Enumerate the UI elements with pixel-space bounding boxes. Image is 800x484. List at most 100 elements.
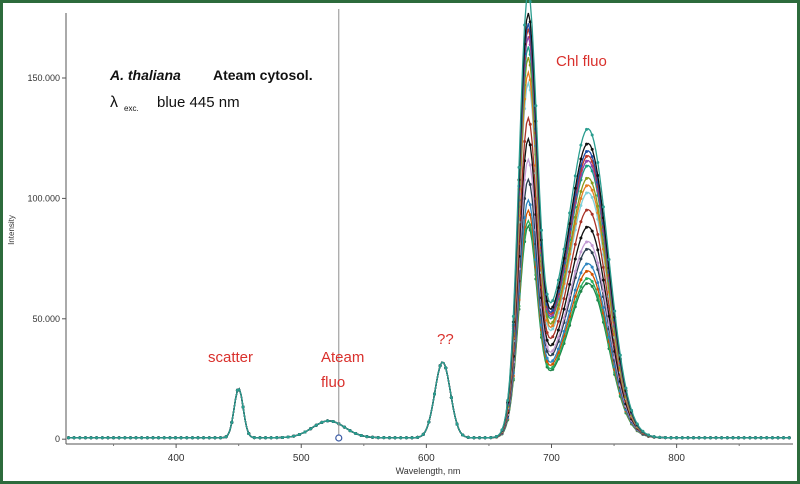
series-point — [545, 331, 549, 335]
series-point — [528, 203, 532, 207]
series-point — [528, 20, 532, 24]
series-point — [568, 282, 572, 286]
series-point — [551, 335, 555, 339]
series-point — [652, 435, 656, 439]
series-point — [545, 349, 549, 353]
series-point — [573, 257, 577, 261]
series-point — [151, 436, 155, 440]
series-point — [697, 436, 701, 440]
series-point — [190, 436, 194, 440]
annotation-lambda: λ — [110, 94, 118, 111]
wavelength-cursor-handle[interactable] — [335, 434, 343, 442]
series-point — [551, 362, 555, 366]
series-point — [658, 435, 662, 439]
series-point — [539, 228, 543, 232]
series-point — [585, 240, 589, 244]
series-point — [224, 435, 228, 439]
series-point — [528, 143, 532, 147]
annotation-ateam-line2: fluo — [321, 374, 345, 391]
series-point — [590, 280, 594, 284]
series-point — [523, 139, 527, 143]
series-point — [725, 436, 729, 440]
annotation-sample: Ateam cytosol. — [213, 67, 313, 83]
series-point — [551, 352, 555, 356]
series-point — [100, 436, 104, 440]
series-point — [748, 436, 752, 440]
series-point — [444, 366, 448, 370]
series-point — [556, 286, 560, 290]
series-point — [523, 216, 527, 220]
series-point — [556, 319, 560, 323]
series-point — [579, 289, 583, 293]
series-point — [280, 435, 284, 439]
series-point — [585, 225, 589, 229]
series-point — [579, 157, 583, 161]
series-point — [596, 287, 600, 291]
annotation-scatter: scatter — [208, 349, 253, 366]
series-point — [303, 430, 307, 434]
series-point — [551, 308, 555, 312]
series-point — [89, 436, 93, 440]
x-tick-label: 700 — [543, 453, 560, 464]
series-point — [551, 324, 555, 328]
series-point — [202, 436, 206, 440]
annotation-excitation: blue 445 nm — [157, 94, 240, 111]
series-point — [478, 436, 482, 440]
series-point — [416, 435, 420, 439]
y-tick-label: 150.000 — [27, 73, 60, 83]
series-point — [511, 314, 515, 318]
series-point — [230, 420, 234, 424]
series-point — [618, 353, 622, 357]
series-point — [545, 363, 549, 367]
series-point — [275, 436, 279, 440]
series-point — [219, 436, 223, 440]
series-point — [551, 367, 555, 371]
series-point — [590, 133, 594, 137]
series-point — [782, 436, 786, 440]
series-point — [646, 433, 650, 437]
series-point — [331, 419, 335, 423]
series-point — [601, 306, 605, 310]
series-point — [585, 208, 589, 212]
series-point — [483, 436, 487, 440]
series-point — [703, 436, 707, 440]
series-point — [551, 365, 555, 369]
series-point — [123, 436, 127, 440]
series-point — [551, 305, 555, 309]
series-point — [551, 299, 555, 303]
series-point — [675, 436, 679, 440]
y-tick-label: 50.000 — [32, 314, 60, 324]
series-point — [556, 347, 560, 351]
series-point — [314, 423, 318, 427]
series-point — [590, 243, 594, 247]
series-point — [354, 431, 358, 435]
series-point — [258, 436, 262, 440]
series-point — [179, 436, 183, 440]
series-point — [585, 262, 589, 266]
series-point — [393, 436, 397, 440]
annotation-ateam-line1: Ateam — [321, 349, 364, 366]
series-point — [489, 436, 493, 440]
series-point — [382, 436, 386, 440]
series-point — [72, 436, 76, 440]
series-point — [590, 188, 594, 192]
series-point — [585, 282, 589, 286]
series-point — [585, 176, 589, 180]
series-point — [579, 236, 583, 240]
x-tick-label: 500 — [293, 453, 310, 464]
series-point — [528, 122, 532, 126]
series-point — [173, 436, 177, 440]
series-point — [720, 436, 724, 440]
series-point — [737, 436, 741, 440]
series-point — [562, 330, 566, 334]
series-point — [686, 436, 690, 440]
series-point — [669, 436, 673, 440]
series-point — [585, 159, 589, 163]
series-point — [753, 436, 757, 440]
series-point — [466, 435, 470, 439]
series-point — [585, 127, 589, 131]
series-point — [579, 271, 583, 275]
